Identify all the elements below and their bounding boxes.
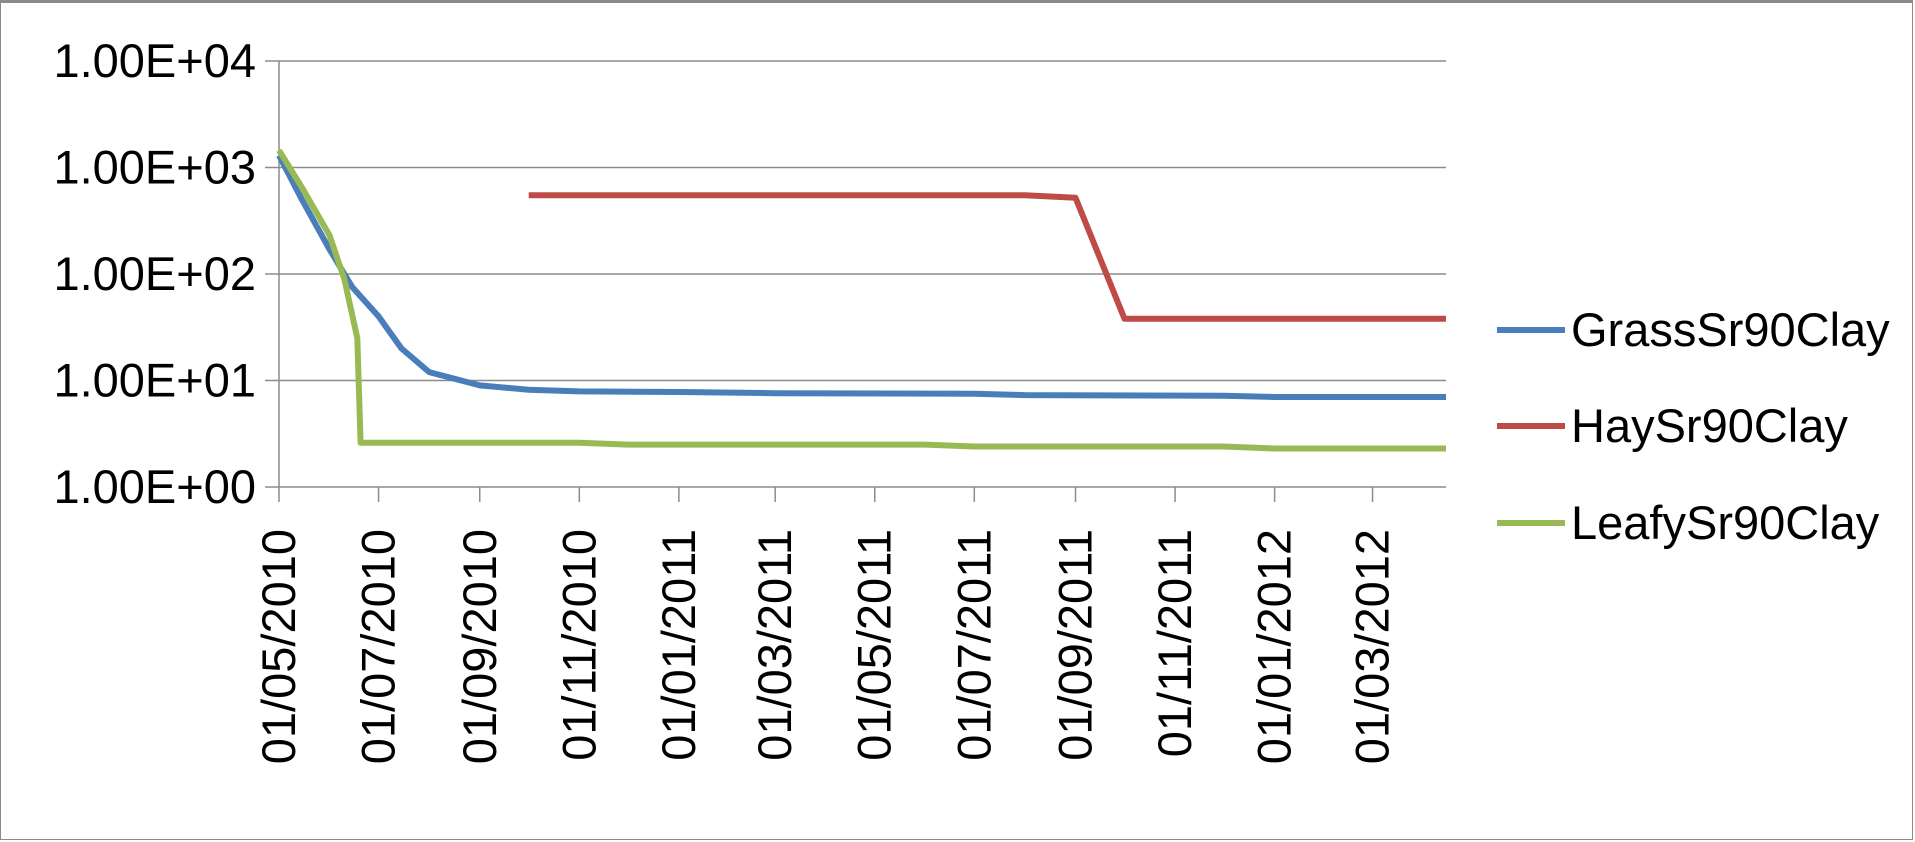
- y-tick-label: 1.00E+01: [53, 354, 256, 407]
- x-tick-label: 01/11/2010: [552, 529, 605, 761]
- gridlines: [279, 60, 1446, 382]
- x-tick-label: 01/03/2012: [1346, 529, 1399, 764]
- series-line-GrassSr90Clay: [276, 154, 1446, 400]
- x-tick-label: 01/01/2011: [652, 529, 705, 761]
- tick-labels: 1.00E+00 1.00E+01 1.00E+02 1.00E+03 1.00E+04…: [53, 34, 1398, 764]
- legend-label: GrassSr90Clay: [1571, 303, 1890, 356]
- y-tick-label: 1.00E+02: [53, 247, 256, 300]
- legend-label: LeafySr90Clay: [1571, 496, 1880, 549]
- x-tick-label: 01/05/2011: [848, 529, 901, 761]
- x-tick-label: 01/07/2011: [947, 529, 1000, 761]
- legend-label: HaySr90Clay: [1571, 399, 1848, 452]
- x-tick-label: 01/09/2010: [453, 529, 506, 764]
- y-tick-label: 1.00E+00: [53, 460, 256, 513]
- x-tick-label: 01/09/2011: [1048, 529, 1101, 761]
- series-line-HaySr90Clay: [528, 192, 1446, 322]
- y-tick-label: 1.00E+03: [53, 141, 256, 194]
- series-lines: [276, 148, 1446, 452]
- legend: GrassSr90Clay HaySr90Clay LeafySr90Clay: [1497, 303, 1890, 549]
- x-tick-label: 01/11/2011: [1148, 529, 1201, 757]
- x-tick-label: 01/05/2010: [252, 529, 305, 764]
- x-tick-label: 01/03/2011: [748, 529, 801, 761]
- x-tick-label: 01/07/2010: [352, 529, 405, 764]
- series-line-LeafySr90Clay: [276, 148, 1446, 452]
- axes: [265, 60, 1446, 502]
- y-tick-label: 1.00E+04: [53, 34, 256, 87]
- x-tick-label: 01/01/2012: [1248, 529, 1301, 764]
